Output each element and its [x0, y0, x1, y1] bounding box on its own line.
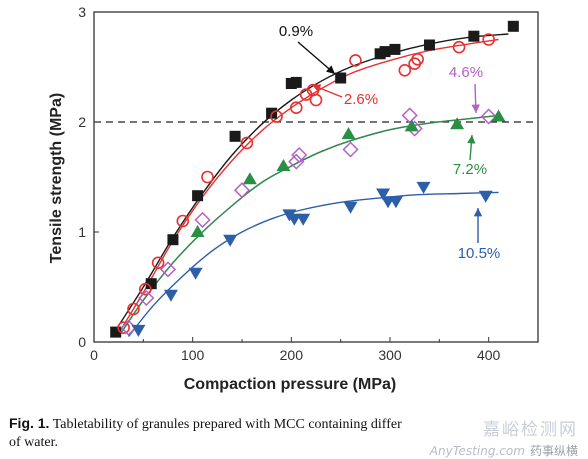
point-46	[138, 289, 155, 307]
point-09	[290, 76, 302, 88]
point-26	[398, 64, 412, 77]
point-105	[343, 201, 358, 214]
point-46	[159, 261, 177, 278]
plot-frame	[93, 11, 539, 343]
point-26	[309, 93, 323, 107]
point-105	[478, 190, 493, 203]
point-46	[291, 146, 308, 164]
point-46	[342, 141, 359, 158]
x-tick-label: 200	[280, 347, 304, 363]
point-105	[223, 234, 238, 247]
point-105	[163, 289, 178, 302]
point-46	[401, 107, 418, 124]
point-72	[190, 225, 205, 237]
point-26	[270, 110, 283, 123]
point-72	[276, 159, 291, 171]
point-09	[423, 39, 435, 51]
point-26	[176, 214, 190, 228]
x-tick-label: 0	[90, 347, 98, 363]
point-72	[491, 109, 506, 122]
series-arrow-26	[311, 84, 343, 98]
point-09	[335, 72, 347, 84]
watermark-en: AnyTesting.com	[429, 444, 525, 458]
point-09	[110, 326, 122, 338]
point-72	[341, 127, 356, 140]
series-label-09: 0.9%	[279, 23, 313, 40]
series-arrow-72	[467, 134, 476, 161]
curve-26	[118, 38, 499, 334]
y-tick-label: 1	[78, 224, 86, 240]
caption-text-line1: Tabletability of granules prepared with …	[49, 417, 402, 432]
series-label-46: 4.6%	[449, 64, 483, 81]
y-tick-label: 3	[78, 4, 86, 20]
series-arrow-09	[297, 41, 336, 75]
point-26	[139, 282, 152, 296]
point-46	[480, 108, 497, 125]
point-105	[376, 188, 391, 201]
point-72	[242, 172, 257, 185]
curve-46	[118, 114, 499, 337]
point-09	[468, 30, 480, 42]
point-26	[117, 321, 130, 335]
point-26	[151, 256, 165, 270]
watermark: 嘉峪检测网 AnyTesting.com 药事纵横	[430, 415, 578, 459]
point-09	[145, 278, 157, 290]
point-09	[167, 234, 179, 246]
x-tick-label: 100	[181, 347, 205, 363]
point-46	[194, 211, 211, 228]
point-09	[379, 46, 391, 58]
point-26	[127, 302, 140, 316]
point-105	[296, 213, 311, 226]
point-26	[349, 54, 362, 67]
watermark-cn: 嘉峪检测网	[483, 420, 578, 440]
y-tick-label: 0	[78, 334, 86, 350]
point-105	[188, 267, 203, 280]
point-105	[131, 324, 146, 337]
point-26	[482, 33, 495, 46]
x-tick-label: 300	[378, 347, 402, 363]
point-72	[404, 119, 419, 132]
point-26	[201, 170, 214, 184]
point-105	[287, 213, 302, 226]
point-26	[240, 136, 254, 150]
point-105	[416, 181, 431, 194]
y-tick-label: 2	[78, 114, 86, 130]
caption-fig-label: Fig. 1.	[9, 415, 50, 431]
x-axis-title: Compaction pressure (MPa)	[184, 376, 396, 393]
series-label-105: 10.5%	[458, 245, 501, 262]
point-105	[388, 196, 403, 209]
series-label-72: 7.2%	[453, 161, 487, 178]
figure-caption: Fig. 1. Tabletability of granules prepar…	[9, 414, 429, 452]
point-09	[389, 43, 401, 55]
point-09	[192, 190, 204, 202]
caption-text-line2: of water.	[9, 435, 58, 450]
point-26	[452, 40, 466, 54]
curve-105	[127, 191, 499, 337]
watermark-publisher: 药事纵横	[529, 444, 578, 458]
point-26	[299, 88, 313, 101]
curve-72	[118, 114, 499, 337]
point-72	[450, 117, 465, 130]
point-26	[289, 101, 303, 114]
point-09	[507, 20, 519, 32]
y-axis-title: Tensile strength (MPa)	[48, 93, 65, 263]
series-arrow-46	[471, 83, 480, 114]
point-09	[229, 130, 241, 142]
point-46	[233, 182, 251, 199]
series-label-26: 2.6%	[344, 91, 378, 108]
x-tick-label: 400	[477, 347, 501, 363]
point-26	[411, 52, 424, 66]
